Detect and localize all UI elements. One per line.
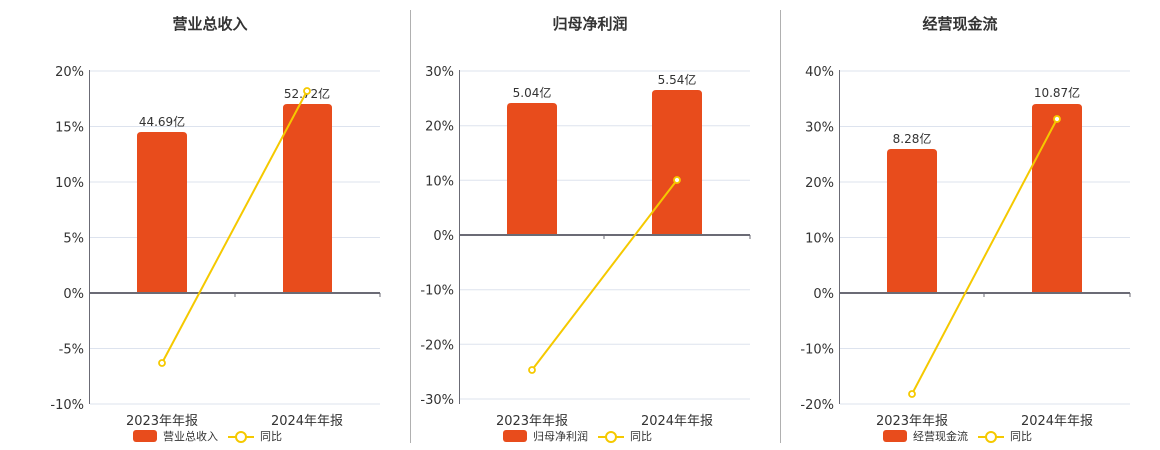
legend-line-icon[interactable]: [978, 430, 1004, 443]
svg-text:0%: 0%: [63, 287, 84, 302]
svg-text:30%: 30%: [425, 65, 454, 80]
yoy-point-2024[interactable]: [303, 87, 311, 95]
svg-text:40%: 40%: [805, 65, 834, 80]
svg-text:30%: 30%: [805, 121, 834, 136]
svg-text:2024年年报: 2024年年报: [641, 414, 713, 429]
chart-title: 经营现金流: [922, 15, 998, 33]
legend: 归母净利润 同比: [503, 428, 652, 444]
svg-text:2024年年报: 2024年年报: [271, 414, 343, 429]
yoy-point-2023[interactable]: [908, 390, 916, 398]
legend-line-icon[interactable]: [228, 430, 254, 443]
bar-value-labels: 8.28亿 10.87亿: [893, 85, 1081, 146]
legend-line-icon[interactable]: [598, 430, 624, 443]
bar-value-labels: 5.04亿 5.54亿: [513, 72, 697, 100]
y-axis-ticks: 20% 15% 10% 5% 0% -5% -10%: [50, 65, 84, 413]
svg-text:10.87亿: 10.87亿: [1034, 85, 1080, 100]
x-axis-labels: 2023年年报 2024年年报: [496, 414, 713, 429]
yoy-point-2023[interactable]: [158, 359, 166, 367]
chart-panel-revenue: 营业总收入 20% 15% 10% 5% 0% -5% -10% 44.69亿 …: [0, 0, 400, 450]
svg-text:2023年年报: 2023年年报: [496, 414, 568, 429]
svg-text:10%: 10%: [55, 176, 84, 191]
chart-title: 营业总收入: [172, 15, 248, 33]
legend-bar-swatch[interactable]: [883, 430, 907, 442]
svg-text:44.69亿: 44.69亿: [139, 114, 185, 129]
legend-bar-label[interactable]: 营业总收入: [163, 430, 218, 443]
svg-text:2023年年报: 2023年年报: [876, 414, 948, 429]
svg-text:20%: 20%: [805, 176, 834, 191]
legend: 经营现金流 同比: [883, 428, 1032, 444]
x-axis-labels: 2023年年报 2024年年报: [126, 414, 343, 429]
bar-2023[interactable]: [137, 132, 187, 293]
legend-line-label[interactable]: 同比: [630, 430, 652, 443]
svg-text:2023年年报: 2023年年报: [126, 414, 198, 429]
yoy-line: [531, 179, 678, 371]
bar-2023[interactable]: [507, 103, 557, 235]
svg-text:-10%: -10%: [800, 343, 834, 358]
yoy-point-2023[interactable]: [528, 366, 536, 374]
svg-text:5.04亿: 5.04亿: [513, 85, 552, 100]
svg-text:10%: 10%: [805, 232, 834, 247]
x-axis-labels: 2023年年报 2024年年报: [876, 414, 1093, 429]
y-axis-ticks: 40% 30% 20% 10% 0% -10% -20%: [800, 65, 834, 413]
divider: [780, 10, 781, 443]
legend-bar-swatch[interactable]: [133, 430, 157, 442]
bar-2024[interactable]: [1032, 104, 1082, 293]
yoy-line: [161, 90, 308, 364]
yoy-point-2024[interactable]: [673, 176, 681, 184]
divider: [410, 10, 411, 443]
chart-revenue: 20% 15% 10% 5% 0% -5% -10% 44.69亿 52.72亿…: [50, 65, 381, 429]
chart-panel-net-profit: 归母净利润 30% 20% 10% 0% -10% -20% -30% 5.04…: [420, 15, 751, 444]
yoy-line: [911, 118, 1058, 395]
legend-bar-swatch[interactable]: [503, 430, 527, 442]
svg-text:-20%: -20%: [420, 338, 454, 353]
svg-text:-30%: -30%: [420, 393, 454, 408]
svg-text:15%: 15%: [55, 121, 84, 136]
svg-text:5.54亿: 5.54亿: [658, 72, 697, 87]
svg-text:-10%: -10%: [420, 284, 454, 299]
legend-line-label[interactable]: 同比: [260, 430, 282, 443]
svg-text:-20%: -20%: [800, 398, 834, 413]
bar-2023[interactable]: [887, 149, 937, 293]
svg-text:10%: 10%: [425, 174, 454, 189]
legend: 营业总收入 同比: [133, 428, 282, 444]
legend-bar-label[interactable]: 经营现金流: [913, 430, 968, 443]
y-axis-ticks: 30% 20% 10% 0% -10% -20% -30%: [420, 65, 454, 408]
svg-text:-5%: -5%: [59, 343, 84, 358]
yoy-point-2024[interactable]: [1053, 115, 1061, 123]
grid-lines: [840, 70, 1130, 405]
svg-text:-10%: -10%: [50, 398, 84, 413]
svg-text:0%: 0%: [433, 229, 454, 244]
svg-text:2024年年报: 2024年年报: [1021, 414, 1093, 429]
bar-2024[interactable]: [652, 90, 702, 235]
svg-text:8.28亿: 8.28亿: [893, 131, 932, 146]
svg-text:5%: 5%: [63, 232, 84, 247]
legend-line-label[interactable]: 同比: [1010, 430, 1032, 443]
bar-2024[interactable]: [283, 104, 332, 293]
svg-text:20%: 20%: [425, 120, 454, 135]
svg-text:20%: 20%: [55, 65, 84, 80]
svg-text:0%: 0%: [813, 287, 834, 302]
chart-net-profit: 30% 20% 10% 0% -10% -20% -30% 5.04亿 5.54…: [420, 65, 751, 429]
legend-bar-label[interactable]: 归母净利润: [533, 430, 588, 443]
chart-title: 归母净利润: [552, 15, 628, 33]
